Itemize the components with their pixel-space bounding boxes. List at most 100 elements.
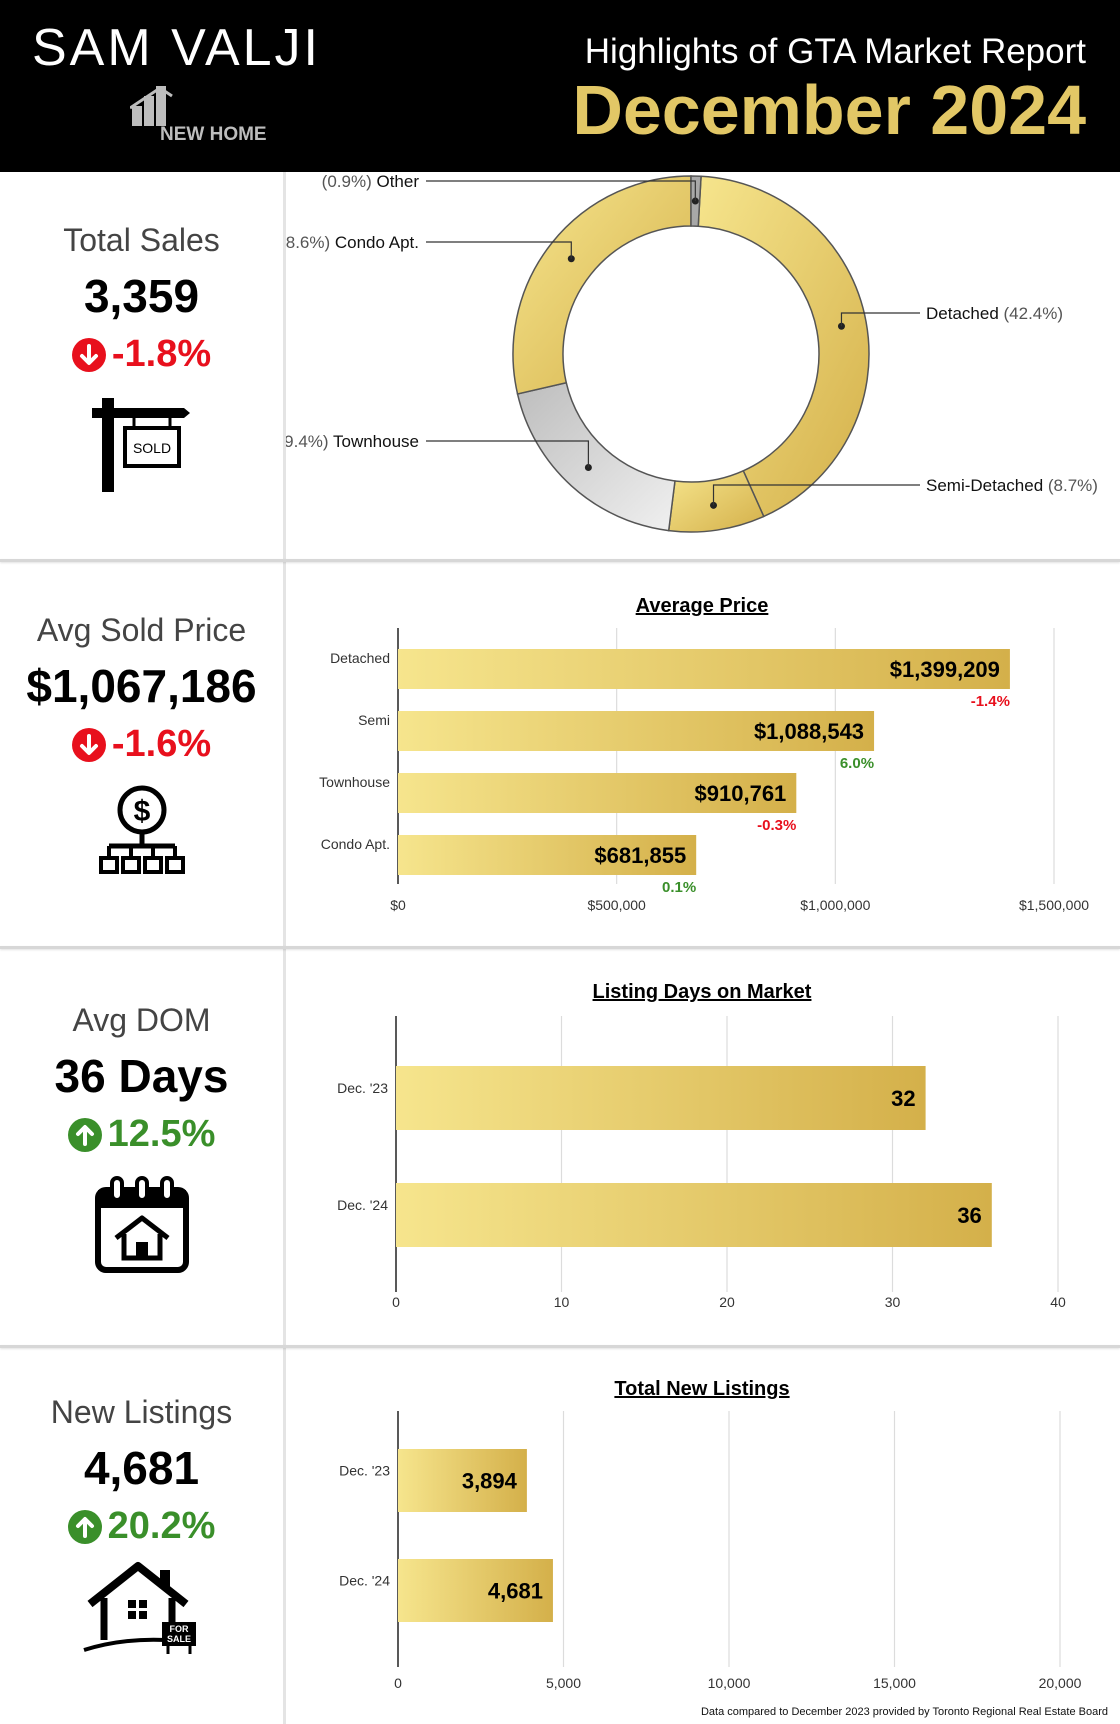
pie-label-name: Other <box>376 174 419 191</box>
new-home-logo: NEW HOME <box>130 84 280 148</box>
chart-title: Average Price <box>636 595 769 617</box>
pie-label-name: Semi-Detached <box>926 476 1048 495</box>
bar-value-label: 4,681 <box>488 1578 543 1603</box>
calendar-house-icon <box>94 1176 189 1273</box>
category-label: Dec. '24 <box>337 1197 388 1213</box>
bar-value-label: $681,855 <box>594 843 686 868</box>
category-label: Dec. '23 <box>337 1080 388 1096</box>
metric-change: -1.8% <box>0 333 283 376</box>
for-sale-text: FOR <box>169 1624 188 1634</box>
metric-change: -1.6% <box>0 723 283 766</box>
bar-dec-23 <box>398 1449 527 1512</box>
metric-change-value: 12.5% <box>107 1113 216 1155</box>
bar-value-label: 32 <box>891 1086 915 1111</box>
days-on-market-bar-chart: Listing Days on Market Dec. '23 32 Dec. '2… <box>337 981 1066 1310</box>
metric-label: Avg Sold Price <box>36 612 247 648</box>
chart-title: Total New Listings <box>614 1378 789 1400</box>
x-tick-label: 40 <box>1050 1294 1066 1310</box>
pie-slice-condo-apt- <box>512 175 692 395</box>
total-new-listings-bar-chart: Total New Listings Dec. '23 3,894 Dec. '24… <box>339 1378 1082 1691</box>
section-divider <box>0 946 1120 949</box>
pie-leader-line <box>840 312 920 327</box>
metric-change: 20.2% <box>0 1505 283 1548</box>
sold-sign-text: SOLD <box>132 440 170 456</box>
bar-change-label: -1.4% <box>971 693 1010 710</box>
pie-label-name: Detached <box>926 304 1004 323</box>
bar-condo-apt- <box>398 835 697 875</box>
pie-label-pct: (42.4%) <box>1004 304 1064 323</box>
pie-label-pct: (19.4%) <box>286 432 333 451</box>
bar-value-label: $910,761 <box>695 781 787 806</box>
pie-label-pct: (28.6%) <box>286 233 335 252</box>
arrow-down-icon <box>71 337 106 372</box>
arrow-up-icon <box>67 1509 102 1544</box>
bar-dec-24 <box>396 1183 992 1247</box>
brand-name: SAM VALJI <box>32 19 322 77</box>
bar-detached <box>398 649 1010 689</box>
x-tick-label: 10 <box>554 1294 570 1310</box>
metric-value: 4,681 <box>83 1442 200 1494</box>
x-tick-label: $0 <box>390 897 406 913</box>
bar-change-label: 0.1% <box>662 879 696 896</box>
pie-label-other: (0.9%) Other <box>322 174 420 191</box>
pie-leader-line <box>426 440 589 468</box>
new-listings-metric: New Listings 4,681 20.2% FOR SALE <box>0 1394 283 1656</box>
sold-sign-icon: SOLD <box>91 398 190 492</box>
x-tick-label: $500,000 <box>587 897 646 913</box>
category-label: Semi <box>358 712 390 728</box>
x-tick-label: 20 <box>719 1294 735 1310</box>
metric-value: 36 Days <box>54 1050 229 1102</box>
svg-text:$: $ <box>133 795 150 828</box>
metric-value: $1,067,186 <box>26 660 257 712</box>
pie-label-condo-apt-: (28.6%) Condo Apt. <box>286 233 419 252</box>
bar-semi <box>398 711 875 751</box>
category-label: Dec. '23 <box>339 1463 390 1479</box>
x-tick-label: 5,000 <box>546 1675 581 1691</box>
bar-dec-23 <box>396 1066 926 1130</box>
pie-slice-detached <box>697 175 870 518</box>
section-divider <box>0 559 1120 562</box>
bar-value-label: $1,399,209 <box>890 657 1000 682</box>
metric-label: New Listings <box>50 1394 233 1430</box>
pie-leader-line <box>426 241 572 259</box>
category-label: Condo Apt. <box>321 836 390 852</box>
pie-leader-line <box>426 180 696 202</box>
average-price-bar-chart: Average Price Detached $1,399,209 -1.4% Sem… <box>319 595 1089 913</box>
building-logo-icon <box>130 86 173 126</box>
x-tick-label: $1,500,000 <box>1019 897 1089 913</box>
section-divider <box>0 1345 1120 1348</box>
pie-label-pct: (8.7%) <box>1048 476 1098 495</box>
for-sale-text: SALE <box>166 1634 190 1644</box>
x-tick-label: 0 <box>392 1294 400 1310</box>
bar-dec-24 <box>398 1559 553 1622</box>
metric-change-value: 20.2% <box>107 1505 216 1547</box>
x-tick-label: 10,000 <box>708 1675 751 1691</box>
arrow-up-icon <box>67 1117 102 1152</box>
pie-label-semi-detached: Semi-Detached (8.7%) <box>926 476 1098 495</box>
bar-change-label: -0.3% <box>757 817 796 834</box>
metric-change-value: -1.6% <box>111 723 212 765</box>
total-sales-metric: Total Sales 3,359 -1.8% SOLD <box>0 222 283 494</box>
bar-value-label: $1,088,543 <box>754 719 864 744</box>
x-tick-label: 0 <box>394 1675 402 1691</box>
dollar-network-icon: $ <box>98 785 185 874</box>
metric-label: Total Sales <box>63 222 220 258</box>
metric-change: 12.5% <box>0 1113 283 1156</box>
category-label: Townhouse <box>319 774 390 790</box>
pie-label-detached: Detached (42.4%) <box>926 304 1063 323</box>
metric-change-value: -1.8% <box>111 333 212 375</box>
category-label: Dec. '24 <box>339 1573 390 1589</box>
pie-slice-townhouse <box>516 381 676 532</box>
bar-value-label: 3,894 <box>462 1468 518 1493</box>
footer-note: Data compared to December 2023 provided … <box>700 1706 1108 1718</box>
pie-label-pct: (0.9%) <box>322 174 377 191</box>
bar-change-label: 6.0% <box>840 755 874 772</box>
x-tick-label: 15,000 <box>873 1675 916 1691</box>
report-title: Highlights of GTA Market Report <box>584 32 1086 71</box>
bar-townhouse <box>398 773 797 813</box>
report-month: December 2024 <box>572 71 1086 149</box>
bar-value-label: 36 <box>957 1203 981 1228</box>
arrow-down-icon <box>71 727 106 762</box>
category-label: Detached <box>330 650 390 666</box>
x-tick-label: $1,000,000 <box>800 897 870 913</box>
